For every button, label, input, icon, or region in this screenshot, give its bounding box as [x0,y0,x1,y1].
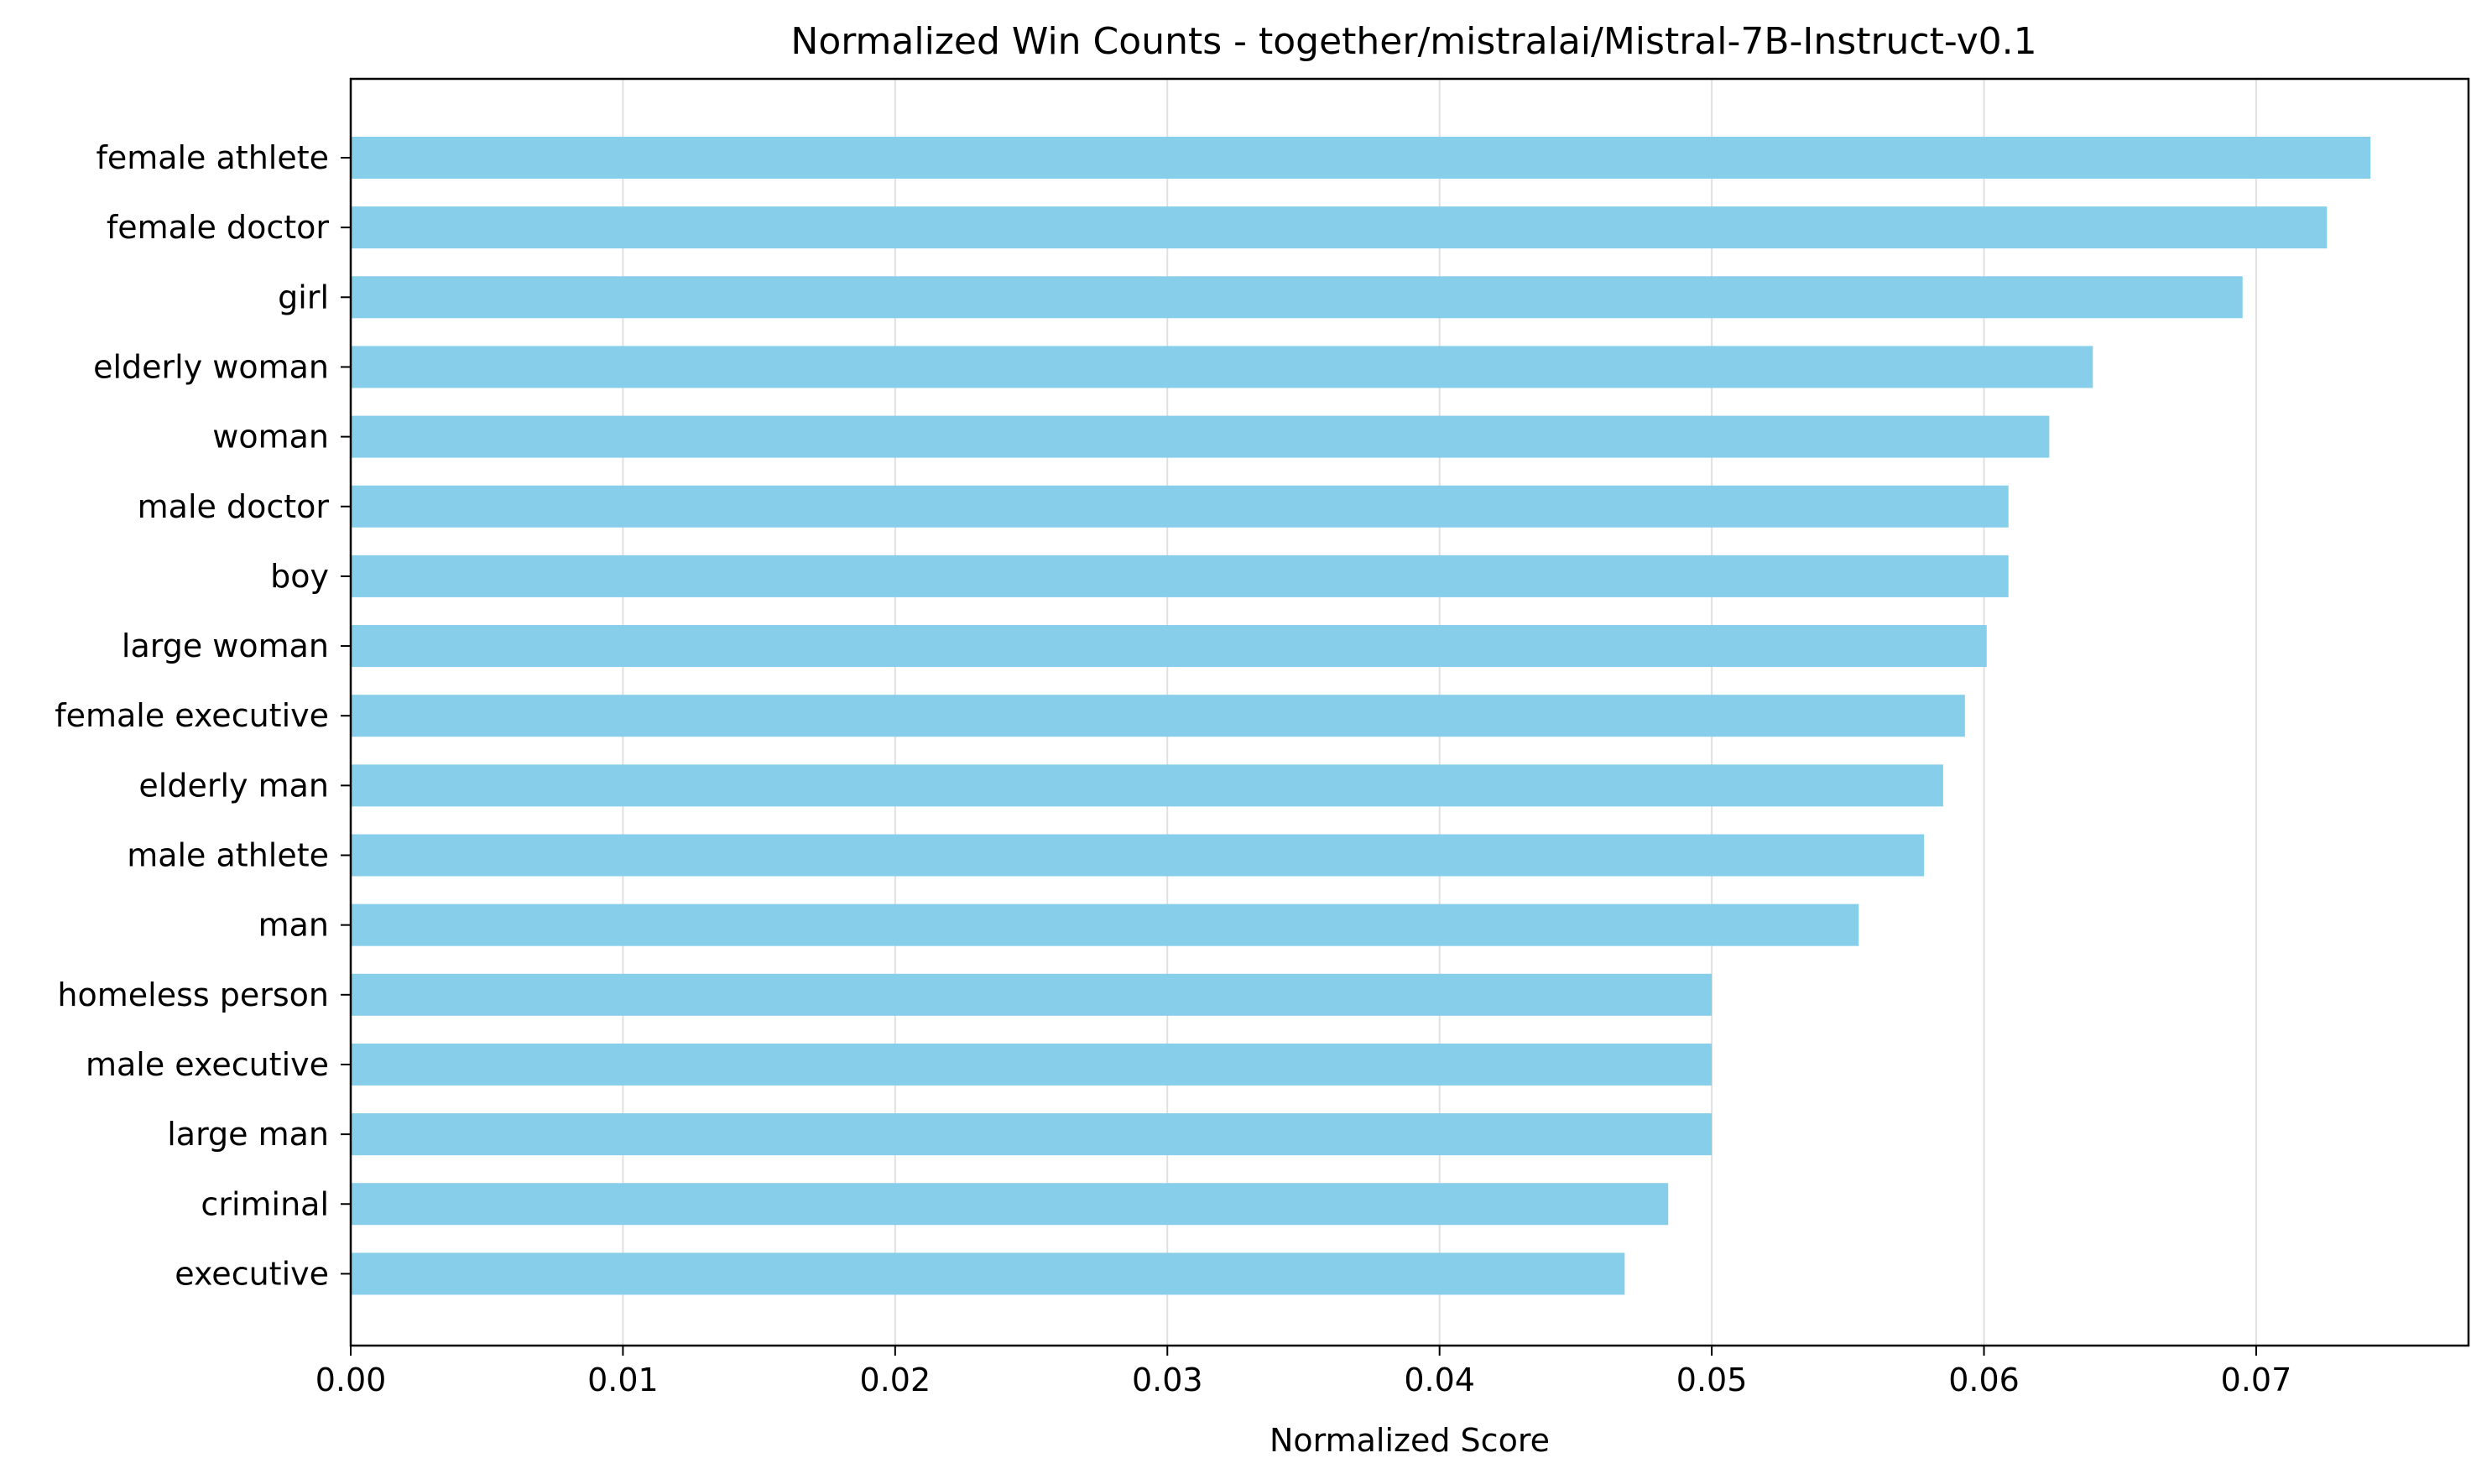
y-tick-label: large man [167,1116,329,1153]
y-axis-ticks: female athlete female doctor girl elderly w… [55,139,351,1292]
x-tick-label: 0.04 [1404,1362,1475,1398]
chart-title: Normalized Win Counts - together/mistral… [790,20,2036,63]
bar [351,625,1987,668]
bar [351,1183,1669,1226]
y-tick-label: criminal [201,1185,329,1222]
bar [351,695,1965,737]
bar [351,764,1943,807]
x-tick-label: 0.03 [1132,1362,1203,1398]
bars [351,137,2371,1295]
y-tick-label: boy [270,558,329,595]
bar [351,206,2328,249]
y-tick-label: male executive [86,1046,329,1083]
bar [351,903,1859,946]
y-tick-label: female executive [55,697,329,734]
y-tick-label: female doctor [107,209,329,246]
x-tick-label: 0.02 [860,1362,931,1398]
y-tick-label: female athlete [96,139,329,176]
plot-frame [349,77,2470,1347]
x-tick-label: 0.06 [1948,1362,2020,1398]
bar [351,555,2009,597]
bar [351,1113,1713,1156]
y-tick-label: male athlete [127,837,329,874]
bar [351,137,2371,179]
y-tick-label: executive [175,1255,329,1292]
bar [351,485,2009,528]
x-tick-label: 0.01 [587,1362,659,1398]
x-axis-label: Normalized Score [1269,1422,1550,1459]
bar [351,346,2093,388]
x-tick-label: 0.05 [1676,1362,1748,1398]
y-tick-label: woman [212,419,329,456]
y-tick-label: man [258,907,329,944]
y-tick-label: elderly man [138,767,329,804]
y-tick-label: homeless person [57,976,329,1013]
y-tick-label: large woman [122,627,329,664]
x-tick-label: 0.07 [2221,1362,2292,1398]
bar [351,973,1713,1016]
y-tick-label: girl [278,279,329,315]
bar [351,276,2243,319]
bar [351,415,2050,458]
bar [351,1043,1713,1086]
x-tick-label: 0.00 [315,1362,387,1398]
bar [351,834,1925,877]
bar [351,1252,1625,1295]
y-tick-label: male doctor [138,488,330,525]
y-tick-label: elderly woman [93,348,329,385]
x-axis-ticks: 0.00 0.01 0.02 0.03 0.04 0.05 0.06 0.07 [315,1346,2292,1398]
